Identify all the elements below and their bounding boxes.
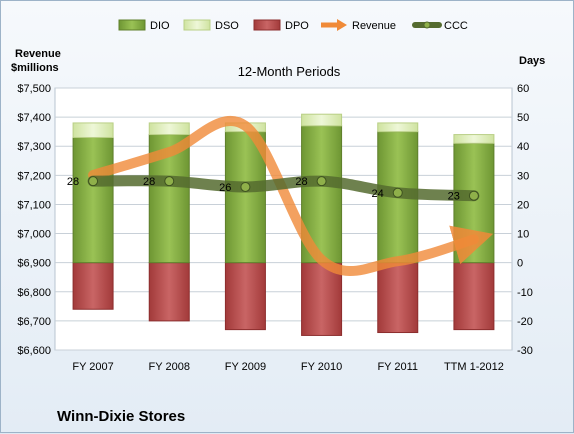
left-axis: $6,600 $6,700 $6,800 $6,900 $7,000 $7,100 $7,2… — [17, 83, 51, 357]
ccc-point — [164, 176, 175, 187]
legend-label-dso: DSO — [215, 20, 239, 32]
legend-label-dpo: DPO — [285, 20, 309, 32]
legend-swatch-dso — [183, 19, 211, 31]
x-tick-label: FY 2009 — [225, 361, 266, 373]
right-tick-label: 30 — [517, 170, 529, 182]
left-tick-label: $7,300 — [17, 141, 51, 153]
right-tick-label: -30 — [517, 345, 533, 357]
legend-label-dio: DIO — [150, 20, 170, 32]
bar-dpo — [72, 262, 114, 310]
ccc-data-label: 26 — [219, 182, 231, 194]
ccc-point — [468, 190, 479, 201]
bar-dpo — [377, 262, 419, 334]
legend-swatch-revenue — [321, 19, 347, 31]
plot-area — [54, 87, 513, 351]
x-tick-label: FY 2008 — [149, 361, 190, 373]
legend-swatch-ccc — [412, 21, 442, 29]
ccc-series: 28 28 26 28 24 23 — [67, 175, 480, 203]
left-axis-title-line1: Revenue — [15, 48, 61, 60]
bar-dpo — [224, 262, 266, 331]
right-tick-label: 10 — [517, 229, 529, 241]
company-name: Winn-Dixie Stores — [57, 408, 185, 425]
left-axis-title-line2: $millions — [11, 62, 59, 74]
bar-dso — [301, 113, 343, 127]
bar-dso — [377, 122, 419, 133]
ccc-point — [240, 181, 251, 192]
left-tick-label: $6,900 — [17, 258, 51, 270]
right-tick-label: -20 — [517, 316, 533, 328]
legend-label-ccc: CCC — [444, 20, 468, 32]
bar-dpo — [453, 262, 495, 331]
right-tick-label: 20 — [517, 199, 529, 211]
x-tick-label: FY 2010 — [301, 361, 342, 373]
ccc-data-label: 24 — [372, 188, 384, 200]
left-tick-label: $7,500 — [17, 83, 51, 95]
x-tick-label: FY 2007 — [72, 361, 113, 373]
ccc-line — [87, 175, 480, 202]
right-tick-label: 60 — [517, 83, 529, 95]
right-axis: -30 -20 -10 0 10 20 30 40 50 60 — [517, 83, 533, 357]
ccc-data-label: 28 — [143, 176, 155, 188]
ccc-data-label: 28 — [67, 176, 79, 188]
x-tick-label: TTM 1-2012 — [444, 361, 504, 373]
legend: DIO DSO DPO Revenue CCC — [118, 19, 468, 32]
bar-dso — [72, 122, 114, 138]
right-tick-label: 40 — [517, 141, 529, 153]
bar-dso — [453, 134, 495, 144]
right-tick-label: -10 — [517, 287, 533, 299]
left-tick-label: $6,800 — [17, 287, 51, 299]
bar-dio — [224, 131, 266, 264]
plot-title: 12-Month Periods — [238, 64, 341, 79]
legend-label-revenue: Revenue — [352, 20, 396, 32]
ccc-point — [392, 187, 403, 198]
x-axis: FY 2007 FY 2008 FY 2009 FY 2010 FY 2011 TTM 1… — [72, 361, 503, 373]
x-tick-label: FY 2011 — [377, 361, 418, 373]
legend-swatch-dio — [118, 19, 146, 31]
left-tick-label: $7,200 — [17, 170, 51, 182]
left-tick-label: $7,100 — [17, 199, 51, 211]
left-tick-label: $7,000 — [17, 229, 51, 241]
left-tick-label: $7,400 — [17, 112, 51, 124]
ccc-point — [88, 176, 99, 187]
bar-dio — [72, 136, 114, 264]
bar-dpo — [301, 262, 343, 336]
ccc-data-label: 28 — [295, 176, 307, 188]
ccc-data-label: 23 — [448, 191, 460, 203]
ccc-point — [316, 176, 327, 187]
right-tick-label: 0 — [517, 258, 523, 270]
right-tick-label: 50 — [517, 112, 529, 124]
left-tick-label: $6,700 — [17, 316, 51, 328]
right-axis-title: Days — [519, 55, 545, 67]
legend-swatch-dpo — [253, 19, 281, 31]
bar-dso — [148, 122, 190, 136]
left-tick-label: $6,600 — [17, 345, 51, 357]
bar-dpo — [148, 262, 190, 322]
